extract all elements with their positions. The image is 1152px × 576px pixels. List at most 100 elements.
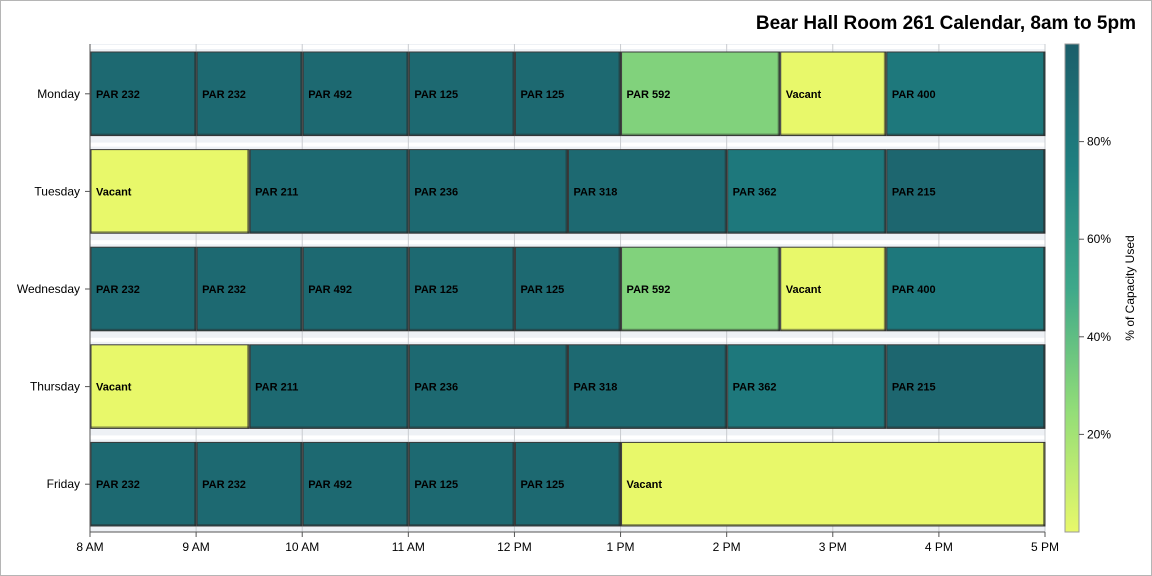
bar-shadow-bottom <box>197 328 303 331</box>
schedule-block: PAR 232 <box>196 441 303 527</box>
x-tick-label: 10 AM <box>285 540 319 554</box>
bar-data-label: PAR 215 <box>892 186 936 198</box>
bar-shadow-bottom <box>303 524 409 526</box>
bar-mark <box>249 149 409 234</box>
schedule-block: PAR 236 <box>408 344 569 429</box>
bar-shadow <box>1043 442 1045 526</box>
bar-mark <box>196 246 303 332</box>
bar-shadow <box>883 247 886 331</box>
bar-shadow-bottom <box>515 133 621 136</box>
bar-shadow <box>406 344 409 429</box>
bar-shadow-bottom <box>515 524 621 526</box>
bar-shadow-bottom <box>91 328 197 331</box>
bar-data-label: PAR 215 <box>892 382 936 394</box>
x-tick-label: 2 PM <box>713 540 741 554</box>
schedule-block: PAR 492 <box>302 51 409 137</box>
bar-shadow-bottom <box>250 231 409 234</box>
bar-shadow <box>512 52 515 136</box>
bar-shadow-bottom <box>886 328 1045 331</box>
bar-shadow-bottom <box>303 328 409 331</box>
schedule-block: Vacant <box>90 149 250 234</box>
bar-mark <box>780 51 887 137</box>
bar-shadow <box>406 247 409 331</box>
bar-data-label: PAR 125 <box>520 479 564 491</box>
bar-mark <box>302 246 409 332</box>
bar-mark <box>886 149 1046 234</box>
bar-shadow <box>512 442 515 526</box>
schedule-block: PAR 215 <box>886 149 1046 234</box>
bar-shadow <box>247 344 250 429</box>
bar-data-label: PAR 232 <box>202 89 246 101</box>
color-legend: 20% 40% 60% 80% % of Capacity Used <box>1064 43 1137 533</box>
bar-data-label: PAR 318 <box>574 382 618 394</box>
bar-shadow-bottom <box>409 231 568 234</box>
bar-data-label: Vacant <box>96 382 132 394</box>
row-gap <box>90 337 1045 342</box>
bar-shadow <box>300 52 303 136</box>
bar-data-label: PAR 236 <box>414 382 458 394</box>
x-axis: 8 AM 9 AM 10 AM 11 AM 12 PM 1 PM 2 PM 3 PM 4 PM 5… <box>76 531 1059 554</box>
bar-mark <box>886 344 1046 429</box>
bar-data-label: PAR 362 <box>733 382 777 394</box>
legend-tick-label: 20% <box>1087 427 1111 441</box>
schedule-block: PAR 232 <box>90 441 197 527</box>
bar-data-label: PAR 232 <box>96 284 140 296</box>
bar-mark <box>727 149 887 234</box>
bar-blocks: PAR 232 PAR 232 PAR 492 PAR 125 PAR 125 PAR 5… <box>90 51 1046 527</box>
bar-shadow-bottom <box>886 133 1045 136</box>
bar-data-label: PAR 318 <box>574 186 618 198</box>
schedule-block: PAR 318 <box>568 344 728 429</box>
bar-shadow-bottom <box>780 328 886 331</box>
bar-mark <box>408 149 569 234</box>
schedule-block: PAR 362 <box>727 344 887 429</box>
x-tick-label: 12 PM <box>497 540 532 554</box>
schedule-block: PAR 125 <box>408 441 515 527</box>
y-tick-label: Monday <box>37 87 80 101</box>
bar-shadow <box>300 442 303 526</box>
bar-mark <box>196 51 303 137</box>
row-gap <box>90 142 1045 147</box>
x-tick-label: 1 PM <box>607 540 635 554</box>
bar-data-label: PAR 236 <box>414 186 458 198</box>
x-tick-label: 3 PM <box>819 540 847 554</box>
schedule-block: Vacant <box>780 51 887 137</box>
bar-shadow <box>883 344 886 429</box>
bar-shadow <box>883 149 886 234</box>
bar-shadow <box>1043 52 1045 136</box>
schedule-block: PAR 592 <box>621 51 781 137</box>
row-gap <box>90 45 1045 49</box>
schedule-block: PAR 236 <box>408 149 569 234</box>
schedule-block: PAR 318 <box>568 149 728 234</box>
schedule-block: PAR 125 <box>408 246 515 332</box>
bar-data-label: Vacant <box>786 89 822 101</box>
x-tick-label: 8 AM <box>76 540 103 554</box>
bar-shadow <box>724 344 727 429</box>
schedule-block: PAR 215 <box>886 344 1046 429</box>
bar-mark <box>514 246 622 332</box>
bar-mark <box>302 441 409 527</box>
bar-shadow-bottom <box>886 426 1045 429</box>
x-tick-label: 11 AM <box>392 540 425 554</box>
bar-data-label: PAR 400 <box>892 89 936 101</box>
bar-data-label: PAR 125 <box>520 89 564 101</box>
bar-data-label: PAR 232 <box>202 284 246 296</box>
bar-data-label: PAR 211 <box>255 382 298 394</box>
y-tick-label: Tuesday <box>34 184 80 198</box>
legend-tick-label: 60% <box>1087 232 1111 246</box>
schedule-block: PAR 232 <box>90 51 197 137</box>
bar-data-label: PAR 232 <box>202 479 246 491</box>
schedule-block: PAR 362 <box>727 149 887 234</box>
schedule-block: PAR 492 <box>302 246 409 332</box>
bar-mark <box>568 149 728 234</box>
x-tick-label: 5 PM <box>1031 540 1059 554</box>
schedule-block: PAR 400 <box>886 246 1046 332</box>
bar-shadow <box>565 149 568 234</box>
bar-shadow <box>406 442 409 526</box>
schedule-block: PAR 400 <box>886 51 1046 137</box>
x-tick-label: 9 AM <box>182 540 209 554</box>
bar-shadow-bottom <box>91 426 250 429</box>
schedule-block: PAR 211 <box>249 149 409 234</box>
bar-shadow-bottom <box>409 426 568 429</box>
schedule-block: PAR 211 <box>249 344 409 429</box>
bar-shadow-bottom <box>250 426 409 429</box>
